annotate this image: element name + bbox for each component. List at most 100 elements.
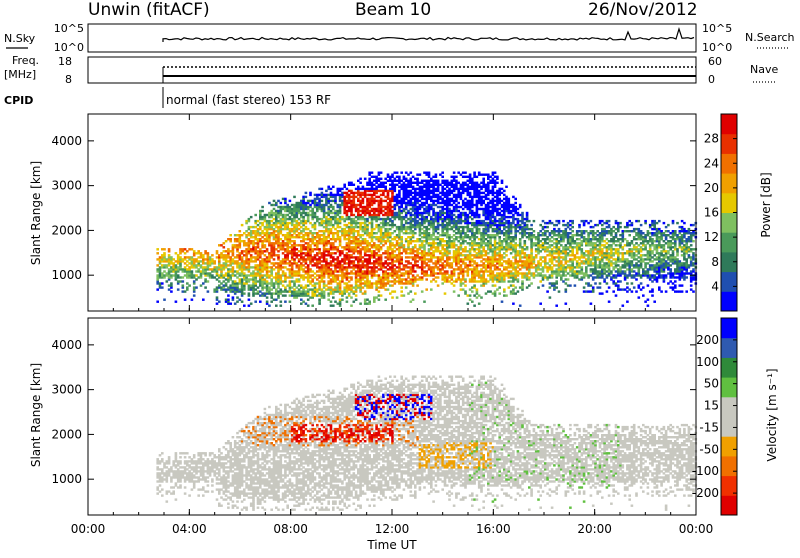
data-cell <box>261 258 264 260</box>
data-cell <box>346 188 349 190</box>
data-cell <box>300 220 303 222</box>
data-cell <box>327 262 330 264</box>
data-cell <box>441 176 444 178</box>
data-cell <box>482 262 485 264</box>
data-cell <box>227 294 230 296</box>
data-cell <box>234 270 237 272</box>
data-cell <box>391 188 394 190</box>
data-cell <box>501 216 504 218</box>
data-cell <box>186 268 189 270</box>
data-cell <box>359 200 362 202</box>
data-cell <box>448 256 451 258</box>
data-cell <box>382 214 385 216</box>
data-cell <box>391 220 394 222</box>
data-cell <box>421 212 424 214</box>
data-cell <box>280 238 283 240</box>
data-cell <box>311 248 314 250</box>
data-cell <box>353 286 356 288</box>
data-cell <box>462 182 465 184</box>
data-cell <box>216 296 219 298</box>
data-cell <box>510 260 513 262</box>
data-cell <box>464 176 467 178</box>
data-cell <box>444 212 447 214</box>
data-cell <box>482 242 485 244</box>
data-cell <box>257 250 260 252</box>
data-cell <box>348 194 351 196</box>
data-cell <box>416 220 419 222</box>
data-cell <box>284 286 287 288</box>
data-cell <box>216 278 219 280</box>
data-cell <box>387 216 390 218</box>
data-cell <box>519 272 522 274</box>
data-cell <box>416 248 419 250</box>
data-cell <box>277 256 280 258</box>
data-cell <box>282 294 285 296</box>
data-cell <box>498 286 501 288</box>
data-cell <box>425 252 428 254</box>
data-cell <box>373 202 376 204</box>
data-cell <box>441 202 444 204</box>
data-cell <box>291 290 294 292</box>
data-cell <box>425 242 428 244</box>
data-cell <box>307 216 310 218</box>
data-cell <box>430 178 433 180</box>
data-cell <box>259 232 262 234</box>
data-cell <box>357 222 360 224</box>
data-cell <box>375 208 378 210</box>
data-cell <box>330 252 333 254</box>
data-cell <box>261 210 264 212</box>
data-cell <box>350 196 353 198</box>
data-cell <box>248 305 251 307</box>
data-cell <box>512 303 515 305</box>
data-cell <box>293 284 296 286</box>
data-cell <box>273 282 276 284</box>
data-cell <box>412 186 415 188</box>
data-cell <box>441 244 444 246</box>
data-cell <box>268 212 271 214</box>
data-cell <box>414 232 417 234</box>
data-cell <box>489 242 492 244</box>
data-cell <box>505 294 508 296</box>
power-cells <box>156 172 697 307</box>
data-cell <box>384 200 387 202</box>
data-cell <box>503 288 506 290</box>
data-cell <box>498 272 501 274</box>
data-cell <box>362 282 365 284</box>
data-cell <box>314 222 317 224</box>
data-cell <box>451 262 454 264</box>
data-cell <box>289 250 292 252</box>
data-cell <box>473 182 476 184</box>
data-cell <box>476 176 479 178</box>
data-cell <box>330 268 333 270</box>
data-cell <box>405 260 408 262</box>
data-cell <box>362 260 365 262</box>
data-cell <box>166 258 169 260</box>
data-cell <box>270 204 273 206</box>
data-cell <box>316 282 319 284</box>
data-cell <box>156 301 159 303</box>
data-cell <box>177 266 180 268</box>
data-cell <box>467 188 470 190</box>
data-cell <box>371 194 374 196</box>
data-cell <box>193 250 196 252</box>
data-cell <box>348 216 351 218</box>
data-cell <box>316 232 319 234</box>
data-cell <box>464 172 467 174</box>
data-cell <box>364 270 367 272</box>
data-cell <box>357 278 360 280</box>
data-cell <box>435 280 438 282</box>
data-cell <box>485 292 488 294</box>
data-cell <box>330 188 333 190</box>
data-cell <box>209 272 212 274</box>
data-cell <box>428 172 431 174</box>
data-cell <box>280 206 283 208</box>
data-cell <box>362 270 365 272</box>
data-cell <box>496 272 499 274</box>
data-cell <box>341 270 344 272</box>
data-cell <box>355 294 358 296</box>
data-cell <box>362 230 365 232</box>
data-cell <box>410 212 413 214</box>
data-cell <box>421 276 424 278</box>
data-cell <box>337 282 340 284</box>
data-cell <box>302 268 305 270</box>
